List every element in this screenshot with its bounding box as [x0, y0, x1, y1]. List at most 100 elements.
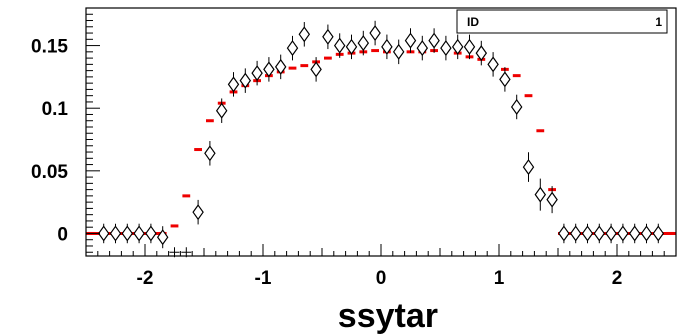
x-tick-labels: -2 -1 0 1 2 — [137, 268, 623, 289]
diamond-marker — [345, 38, 358, 55]
data-point — [274, 54, 287, 80]
data-point — [204, 141, 216, 166]
data-point — [487, 52, 499, 77]
data-point — [569, 223, 582, 244]
data-point — [310, 57, 322, 82]
data-point — [369, 20, 381, 46]
diamond-marker — [333, 37, 346, 54]
data-point — [640, 223, 653, 244]
data-point — [215, 98, 228, 123]
diamond-marker — [357, 35, 370, 52]
diamond-marker — [463, 38, 476, 55]
data-point — [286, 35, 299, 61]
x-tick-label: 0 — [376, 268, 387, 289]
data-point — [345, 34, 358, 60]
diamond-marker — [251, 65, 263, 82]
data-point — [381, 34, 393, 60]
diamond-marker — [510, 98, 523, 115]
diamond-marker — [204, 145, 216, 162]
y-tick-label: 0.15 — [31, 37, 68, 58]
diamond-marker — [274, 58, 287, 75]
diamond-marker — [156, 229, 169, 246]
stats-box-label: ID — [467, 15, 479, 29]
y-tick-labels: 0 0.05 0.1 0.15 — [31, 37, 68, 246]
diamond-marker — [652, 225, 665, 242]
data-point — [475, 40, 488, 66]
data-point — [428, 28, 440, 53]
diamond-marker — [569, 225, 582, 242]
diamond-marker — [451, 38, 464, 55]
data-point — [109, 223, 122, 244]
x-tick-label: -1 — [255, 268, 272, 289]
diamond-marker — [499, 71, 511, 88]
data-point — [558, 223, 570, 244]
data-point — [617, 223, 629, 244]
diamond-marker — [640, 225, 653, 242]
data-point — [546, 186, 558, 214]
data-point — [298, 22, 311, 47]
stats-box-frame — [456, 9, 668, 34]
data-point — [121, 223, 134, 244]
diamond-marker — [121, 225, 134, 242]
diamond-marker — [215, 102, 228, 119]
data-point — [416, 35, 429, 61]
diamond-marker — [369, 25, 381, 42]
diamond-marker — [628, 225, 641, 242]
diamond-marker — [381, 38, 393, 55]
data-point — [499, 67, 511, 92]
y-tick-label: 0 — [57, 224, 68, 245]
y-tick-label: 0.1 — [42, 99, 69, 120]
diamond-marker — [392, 43, 405, 60]
data-point — [97, 223, 110, 244]
data-point — [263, 57, 275, 82]
diamond-marker — [416, 40, 429, 57]
data-point — [652, 223, 665, 244]
diamond-marker — [440, 40, 452, 57]
diamond-marker — [546, 191, 558, 208]
x-axis-title: ssytar — [338, 297, 438, 335]
data-point — [404, 28, 417, 53]
diamond-marker — [581, 225, 594, 242]
diamond-marker — [404, 32, 417, 49]
data-point — [605, 223, 617, 244]
y-tick-label: 0.05 — [31, 162, 68, 183]
diamond-marker — [227, 76, 240, 93]
diamond-marker — [286, 40, 299, 57]
diamond-marker — [617, 225, 629, 242]
axis-ticks — [85, 7, 677, 256]
diamond-marker — [263, 61, 275, 78]
diamond-marker — [310, 61, 322, 78]
data-point — [192, 199, 204, 225]
data-point — [522, 152, 535, 182]
diamond-marker — [593, 225, 606, 242]
diamond-marker — [428, 32, 440, 49]
data-point — [628, 223, 641, 244]
data-point — [392, 39, 405, 65]
data-point — [534, 178, 547, 211]
diamond-marker — [605, 225, 617, 242]
data-point — [239, 68, 252, 93]
data-point — [440, 35, 452, 61]
data-point — [357, 30, 370, 56]
x-tick-label: 2 — [612, 268, 623, 289]
stats-box: ID 1 — [456, 9, 668, 34]
diamond-marker — [192, 204, 204, 221]
mc-bins-series — [86, 47, 676, 235]
data-point — [227, 72, 240, 97]
diamond-marker — [109, 225, 122, 242]
data-point — [333, 33, 346, 58]
x-tick-label: -2 — [137, 268, 154, 289]
data-point — [156, 226, 169, 249]
diamond-marker — [487, 56, 499, 73]
x-tick-label: 1 — [494, 268, 505, 289]
data-point — [510, 94, 523, 120]
plot-frame — [85, 7, 677, 257]
diamond-marker — [475, 45, 488, 62]
diamond-marker — [322, 28, 334, 45]
diamond-marker — [534, 186, 547, 203]
diamond-marker — [145, 225, 157, 242]
data-point — [251, 60, 263, 86]
data-point — [133, 223, 145, 244]
diamond-marker — [558, 225, 570, 242]
